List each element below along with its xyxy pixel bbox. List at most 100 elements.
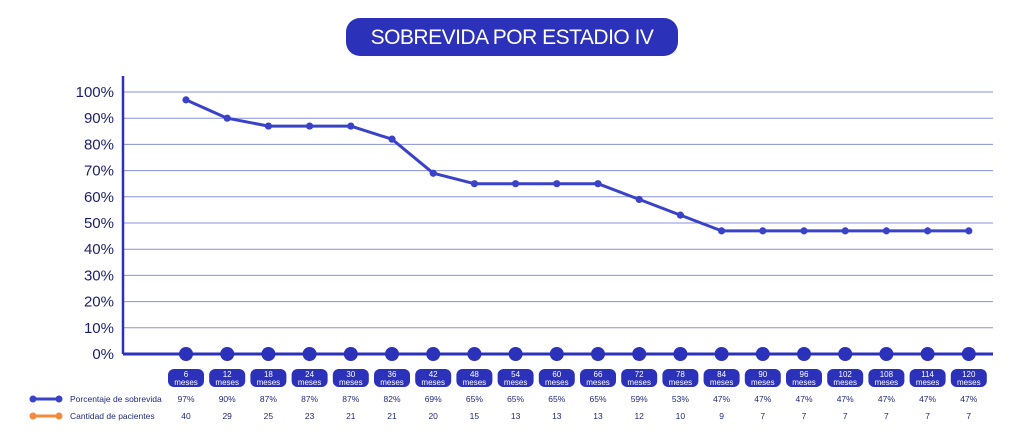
x-axis-marker — [261, 347, 276, 361]
table-cell: 40 — [181, 411, 191, 421]
table-cell: 20 — [428, 411, 438, 421]
category-pill-bg — [250, 369, 287, 387]
table-cell: 13 — [552, 411, 562, 421]
data-table: 97% 90% 87% 87% 87% 82% 69% 65% 65% 65% 65% 59% 53% 4… — [177, 394, 977, 421]
table-cell: 7 — [966, 411, 971, 421]
data-point — [347, 122, 355, 130]
legend-label: Cantidad de pacientes — [70, 411, 155, 421]
table-cell: 82% — [383, 394, 400, 404]
table-cell: 87% — [342, 394, 359, 404]
data-point — [924, 227, 932, 235]
category-number: 96 — [800, 370, 809, 379]
data-point — [306, 122, 314, 130]
x-axis-marker — [673, 347, 688, 361]
category-number: 66 — [594, 370, 603, 379]
table-cell: 13 — [511, 411, 521, 421]
data-point — [388, 135, 396, 143]
y-tick-label: 100% — [76, 84, 114, 101]
table-cell: 7 — [843, 411, 848, 421]
x-axis-marker — [467, 347, 482, 361]
table-cell: 9 — [719, 411, 724, 421]
category-unit: meses — [586, 378, 610, 387]
table-cell: 59% — [631, 394, 648, 404]
category-unit: meses — [669, 378, 693, 387]
table-cell: 65% — [548, 394, 565, 404]
data-point — [223, 114, 231, 122]
data-point — [841, 227, 849, 235]
category-unit: meses — [504, 378, 528, 387]
data-point — [511, 180, 520, 188]
chart-title-text: SOBREVIDA POR ESTADIO IV — [371, 26, 654, 49]
legend-label: Porcentaje de sobrevida — [70, 394, 162, 404]
table-cell: 21 — [346, 411, 356, 421]
data-point — [470, 180, 478, 188]
category-pill-bg — [662, 369, 699, 387]
category-unit: meses — [957, 378, 981, 387]
chart-title: SOBREVIDA POR ESTADIO IV — [346, 18, 678, 56]
legend-marker — [55, 412, 63, 420]
x-axis-marker — [714, 347, 729, 361]
category-number: 36 — [388, 370, 397, 379]
x-axis-marker — [426, 347, 441, 361]
table-cell: 10 — [676, 411, 686, 421]
y-tick-label: 10% — [84, 320, 114, 337]
data-point — [553, 180, 561, 188]
data-point — [264, 122, 272, 130]
category-number: 24 — [305, 370, 314, 379]
y-tick-label: 90% — [84, 110, 114, 127]
grid-lines — [123, 91, 993, 329]
x-axis-marker — [591, 347, 605, 361]
category-pill-bg — [332, 369, 369, 387]
y-tick-label: 50% — [84, 215, 114, 232]
data-point — [718, 227, 726, 235]
category-unit: meses — [751, 378, 775, 387]
y-tick-label: 80% — [84, 136, 114, 153]
x-axis-marker — [632, 347, 647, 361]
data-point — [965, 227, 973, 235]
category-unit: meses — [257, 378, 281, 387]
x-axis-marker — [302, 347, 317, 361]
category-unit: meses — [627, 378, 651, 387]
table-cell: 90% — [219, 394, 236, 404]
y-tick-label: 40% — [84, 241, 114, 258]
table-cell: 7 — [760, 411, 765, 421]
legend: Porcentaje de sobrevida Cantidad de pacie… — [29, 394, 162, 421]
data-point — [429, 169, 437, 177]
category-pill-bg — [786, 369, 822, 387]
category-unit: meses — [380, 378, 404, 387]
category-unit: meses — [833, 378, 857, 387]
table-cell: 25 — [264, 411, 274, 421]
table-cell: 47% — [795, 394, 812, 404]
title-pill — [346, 18, 678, 56]
table-cell: 13 — [593, 411, 603, 421]
category-number: 114 — [921, 370, 934, 379]
y-tick-label: 30% — [84, 267, 114, 284]
category-number: 72 — [635, 370, 644, 379]
x-axis-marker — [549, 347, 564, 361]
x-axis-marker — [385, 347, 399, 361]
table-cell: 15 — [470, 411, 480, 421]
category-unit: meses — [298, 378, 322, 387]
category-pill-bg — [909, 369, 946, 387]
category-unit: meses — [916, 378, 940, 387]
category-number: 30 — [346, 370, 355, 379]
category-pill-bg — [456, 369, 493, 387]
data-point — [759, 227, 767, 235]
table-cell: 87% — [301, 394, 318, 404]
data-point — [676, 211, 685, 219]
legend-marker — [29, 412, 37, 420]
survival-series — [182, 96, 973, 235]
category-pill-bg — [703, 369, 740, 387]
category-unit: meses — [215, 378, 239, 387]
category-pill-bg — [744, 369, 781, 387]
table-cell: 23 — [305, 411, 315, 421]
y-tick-label: 20% — [84, 294, 114, 311]
